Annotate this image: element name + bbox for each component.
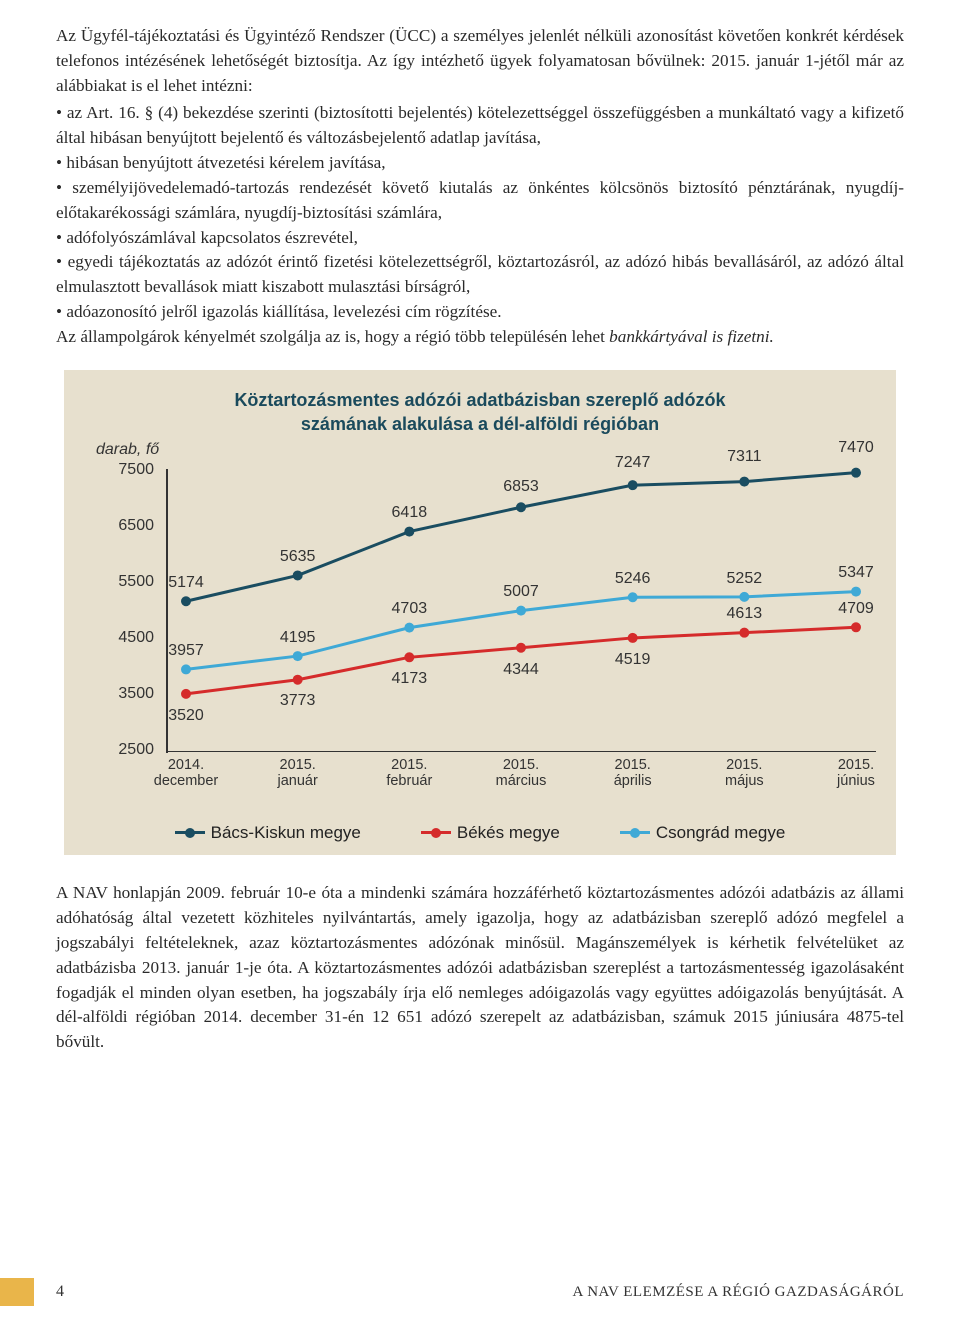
data-marker — [516, 643, 526, 653]
data-marker — [628, 480, 638, 490]
chart-title-line2: számának alakulása a dél-alföldi régióba… — [301, 414, 659, 434]
legend-item: Bács-Kiskun megye — [175, 823, 361, 843]
data-marker — [739, 627, 749, 637]
data-label: 6853 — [503, 478, 539, 496]
data-label: 6418 — [392, 504, 428, 522]
x-tick-label: 2015.április — [593, 757, 673, 789]
footer-accent-bar — [0, 1278, 34, 1306]
data-label: 5635 — [280, 548, 316, 566]
page-number: 4 — [56, 1283, 64, 1301]
chart-title-line1: Köztartozásmentes adózói adatbázisban sz… — [234, 390, 725, 410]
data-marker — [293, 570, 303, 580]
x-tick-label: 2015.június — [816, 757, 896, 789]
data-marker — [293, 651, 303, 661]
chart-plot-area: darab, fő7500650055004500350025005174563… — [86, 451, 874, 811]
data-label: 5007 — [503, 583, 539, 601]
x-tick-label: 2015.május — [704, 757, 784, 789]
data-label: 5347 — [838, 564, 874, 582]
x-tick-label: 2014.december — [146, 757, 226, 789]
data-marker — [404, 652, 414, 662]
data-label: 3773 — [280, 692, 316, 710]
data-marker — [851, 586, 861, 596]
data-marker — [293, 674, 303, 684]
list-item: hibásan benyújtott átvezetési kérelem ja… — [56, 151, 904, 176]
data-marker — [739, 476, 749, 486]
list-item: adófolyószámlával kapcsolatos észrevétel… — [56, 226, 904, 251]
data-label: 4344 — [503, 661, 539, 679]
data-marker — [404, 622, 414, 632]
legend-label: Békés megye — [457, 823, 560, 843]
legend-swatch-icon — [421, 831, 451, 834]
data-label: 4703 — [392, 600, 428, 618]
chart-title: Köztartozásmentes adózói adatbázisban sz… — [86, 388, 874, 437]
data-label: 7470 — [838, 439, 874, 457]
legend-label: Bács-Kiskun megye — [211, 823, 361, 843]
bullet-list: az Art. 16. § (4) bekezdése szerinti (bi… — [56, 101, 904, 325]
data-marker — [628, 592, 638, 602]
legend-swatch-icon — [175, 831, 205, 834]
data-marker — [516, 502, 526, 512]
closing-paragraph: Az állampolgárok kényelmét szolgálja az … — [56, 325, 904, 350]
x-tick-label: 2015.március — [481, 757, 561, 789]
data-marker — [404, 526, 414, 536]
data-label: 5174 — [168, 574, 204, 592]
legend-item: Békés megye — [421, 823, 560, 843]
data-label: 5252 — [727, 570, 763, 588]
closing-italic: bankkártyával is fizetni. — [609, 327, 774, 346]
data-marker — [851, 467, 861, 477]
data-marker — [516, 605, 526, 615]
list-item: adóazonosító jelről igazolás kiállítása,… — [56, 300, 904, 325]
lower-paragraph: A NAV honlapján 2009. február 10-e óta a… — [56, 881, 904, 1056]
chart-container: Köztartozásmentes adózói adatbázisban sz… — [64, 370, 896, 855]
data-label: 4613 — [727, 605, 763, 623]
data-marker — [851, 622, 861, 632]
data-label: 4519 — [615, 651, 651, 669]
data-marker — [739, 592, 749, 602]
list-item: az Art. 16. § (4) bekezdése szerinti (bi… — [56, 101, 904, 151]
data-label: 7311 — [727, 448, 761, 466]
page-footer: 4 A NAV ELEMZÉSE A RÉGIÓ GAZDASÁGÁRÓL — [0, 1278, 904, 1306]
data-label: 3957 — [168, 642, 204, 660]
data-label: 7247 — [615, 454, 651, 472]
data-label: 3520 — [168, 707, 204, 725]
intro-paragraph: Az Ügyfél-tájékoztatási és Ügyintéző Ren… — [56, 24, 904, 99]
data-label: 4173 — [392, 670, 428, 688]
data-marker — [181, 664, 191, 674]
legend-item: Csongrád megye — [620, 823, 785, 843]
list-item: személyijövedelemadó-tartozás rendezését… — [56, 176, 904, 226]
x-tick-label: 2015.február — [369, 757, 449, 789]
footer-title: A NAV ELEMZÉSE A RÉGIÓ GAZDASÁGÁRÓL — [572, 1284, 904, 1301]
data-marker — [181, 596, 191, 606]
legend-swatch-icon — [620, 831, 650, 834]
data-label: 4195 — [280, 629, 316, 647]
list-item: egyedi tájékoztatás az adózót érintő fiz… — [56, 250, 904, 300]
closing-text: Az állampolgárok kényelmét szolgálja az … — [56, 327, 609, 346]
data-marker — [181, 689, 191, 699]
legend-label: Csongrád megye — [656, 823, 785, 843]
data-marker — [628, 633, 638, 643]
x-tick-label: 2015.január — [258, 757, 338, 789]
chart-legend: Bács-Kiskun megye Békés megye Csongrád m… — [86, 823, 874, 843]
data-label: 5246 — [615, 570, 651, 588]
data-label: 4709 — [838, 600, 874, 618]
